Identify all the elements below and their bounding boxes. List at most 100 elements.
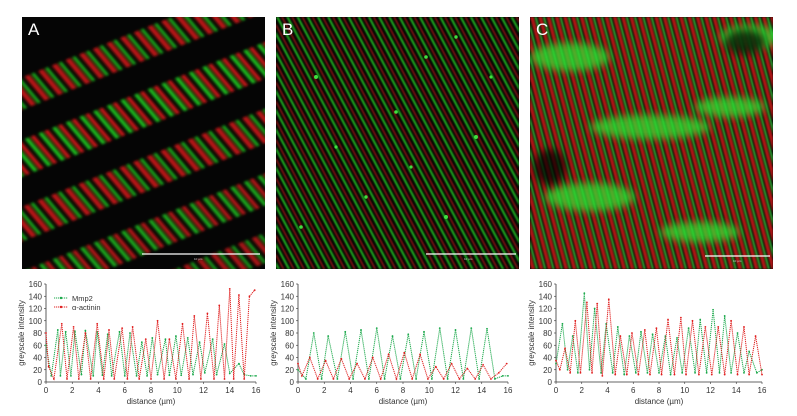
data-point: [163, 378, 166, 380]
data-point: [121, 327, 124, 329]
y-axis-label: greyscale intensity: [527, 300, 536, 366]
data-point: [723, 314, 726, 317]
data-point: [607, 298, 610, 301]
data-point: [691, 319, 694, 322]
data-point: [566, 368, 569, 371]
data-point: [681, 371, 684, 374]
data-point: [730, 371, 732, 374]
data-point: [611, 371, 614, 374]
y-tick-label: 160: [539, 280, 553, 289]
x-tick-label: 10: [680, 386, 689, 395]
scale-bar-label-b: 10 µm: [464, 257, 473, 261]
x-tick-label: 0: [44, 386, 49, 395]
data-point: [360, 329, 362, 331]
x-tick-label: 6: [375, 386, 380, 395]
data-point: [586, 301, 588, 304]
data-point: [718, 371, 721, 374]
intensity-profile-chart-a: 0 20 40 60 80 100 120 140 160 0 2 4 6 8 10 12 14 16 distan…: [17, 280, 261, 406]
data-point: [156, 373, 159, 376]
data-point: [168, 374, 171, 377]
y-axis-label: greyscale intensity: [269, 300, 278, 366]
data-point: [77, 378, 80, 380]
data-point: [569, 371, 572, 374]
data-point: [588, 368, 591, 371]
data-point: [743, 325, 745, 328]
data-point: [419, 353, 421, 356]
data-point: [156, 319, 159, 322]
data-point: [395, 378, 398, 380]
data-point: [50, 374, 53, 377]
y-tick-label: 60: [543, 341, 552, 350]
x-tick-label: 4: [96, 386, 101, 395]
series-line-actinin: [297, 350, 508, 381]
data-point: [474, 378, 477, 380]
data-point: [423, 330, 425, 333]
data-point: [679, 316, 682, 319]
y-tick-label: 160: [29, 280, 43, 289]
data-point: [631, 332, 633, 334]
x-tick-label: 12: [451, 386, 460, 395]
data-point: [507, 374, 509, 377]
data-point: [352, 378, 355, 380]
data-point: [102, 378, 105, 380]
data-point: [399, 378, 402, 380]
data-point: [723, 373, 726, 376]
y-tick-label: 0: [290, 378, 295, 387]
data-point: [146, 374, 148, 377]
series-line-mmp2: [297, 328, 508, 381]
data-point: [415, 378, 418, 380]
x-tick-label: 14: [225, 386, 234, 395]
y-tick-label: 20: [543, 366, 552, 375]
y-tick-label: 120: [281, 305, 295, 314]
data-point: [66, 378, 68, 380]
data-point: [297, 368, 299, 371]
x-axis-label: distance (µm): [127, 397, 176, 406]
data-point: [704, 325, 707, 328]
data-point: [223, 343, 226, 345]
data-point: [186, 337, 189, 339]
data-point: [669, 373, 672, 376]
x-tick-label: 6: [631, 386, 636, 395]
data-point: [243, 378, 246, 380]
x-tick-label: 14: [732, 386, 741, 395]
x-tick-label: 14: [477, 386, 486, 395]
micrograph-c-image: [530, 17, 773, 269]
y-axis-label: greyscale intensity: [17, 300, 26, 366]
y-tick-label: 40: [543, 354, 552, 363]
x-tick-label: 10: [425, 386, 434, 395]
panel-label-b: B: [282, 20, 294, 39]
data-point: [249, 374, 252, 377]
data-point: [164, 338, 167, 341]
data-point: [497, 371, 500, 374]
x-tick-label: 10: [173, 386, 182, 395]
data-point: [131, 325, 134, 328]
data-point: [192, 373, 194, 376]
legend-marker: [59, 296, 63, 300]
data-point: [59, 374, 62, 377]
data-point: [430, 378, 433, 380]
micrograph-panel-b: B 10 µm: [276, 17, 519, 269]
y-tick-label: 100: [539, 317, 553, 326]
data-point: [348, 378, 351, 380]
data-point: [123, 374, 126, 377]
intensity-profile-chart-b: 0 20 40 60 80 100 120 140 160 0 2 4 6 8 10 12 14 16 distan…: [269, 280, 513, 406]
data-point: [623, 373, 626, 376]
y-tick-label: 40: [285, 354, 294, 363]
data-point: [180, 374, 183, 377]
data-point: [89, 378, 92, 380]
data-point: [755, 371, 758, 374]
legend-label: Mmp2: [72, 294, 93, 303]
data-point: [118, 330, 121, 333]
data-point: [327, 335, 330, 337]
data-point: [193, 314, 196, 317]
x-tick-label: 0: [554, 386, 559, 395]
data-point: [486, 327, 488, 330]
series-line-mmp2: [555, 293, 763, 375]
data-point: [144, 338, 147, 341]
data-point: [717, 325, 720, 328]
data-point: [324, 359, 327, 362]
y-tick-label: 40: [33, 354, 42, 363]
y-tick-label: 100: [29, 317, 43, 326]
data-point: [736, 373, 739, 376]
data-point: [228, 288, 231, 290]
